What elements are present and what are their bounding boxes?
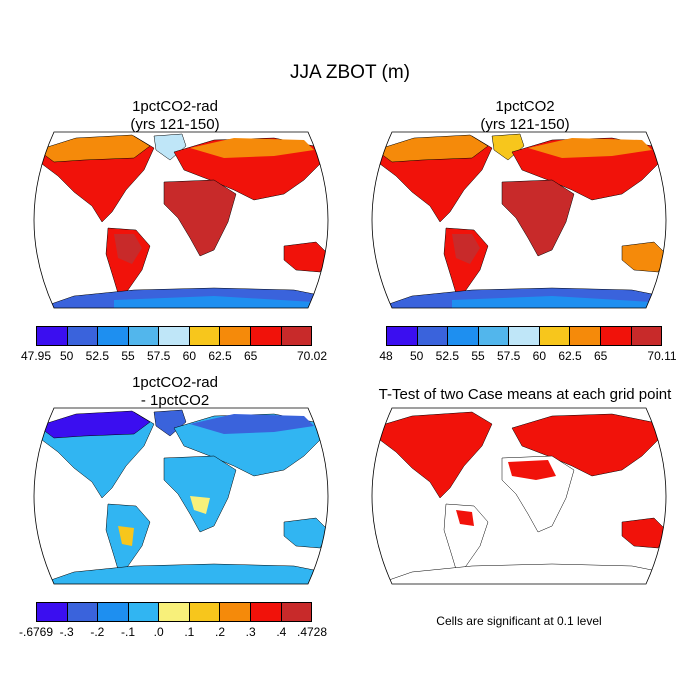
colorbar-swatch: [98, 327, 129, 345]
africa: [163, 179, 237, 257]
colorbar-swatch: [281, 603, 312, 621]
colorbar-tick-label: .0: [153, 625, 164, 639]
south-america-core: [452, 234, 480, 264]
colorbar-tick-label: 62.5: [208, 349, 232, 363]
colorbar-tick-label: -.2: [90, 625, 105, 639]
australia: [621, 517, 666, 549]
significance-note: Cells are significant at 0.1 level: [436, 614, 602, 628]
colorbar-swatch: [387, 327, 418, 345]
australia: [621, 241, 666, 273]
colorbar-swatch: [631, 327, 662, 345]
colorbar-swatch: [417, 327, 449, 345]
map-bottom-right: [371, 407, 667, 585]
colorbar-swatch: [509, 327, 540, 345]
asia-north: [190, 138, 314, 158]
colorbar-tick-label: 70.11: [647, 349, 677, 363]
colorbar-swatch: [448, 327, 479, 345]
colorbar-tick-label: 65: [593, 349, 608, 363]
africa: [163, 455, 237, 533]
colorbar-tick-label: .4: [276, 625, 287, 639]
colorbar-bottom-left: [36, 602, 312, 622]
south-america-core: [114, 234, 142, 264]
colorbar-swatch: [189, 327, 221, 345]
colorbar-swatch: [220, 327, 251, 345]
colorbar-tick-label: 60: [532, 349, 547, 363]
colorbar-bottom-left-labels: -.6769 -.3 -.2 -.1 .0 .1 .2 .3 .4 .4728: [19, 625, 327, 641]
colorbar-tick-label: 57.5: [496, 349, 521, 363]
panel-title-top-right: 1pctCO2 (yrs 121-150): [410, 98, 640, 134]
panel-title-bottom-left-line1: 1pctCO2-rad: [132, 374, 218, 391]
panel-title-top-left-line2: (yrs 121-150): [130, 116, 220, 133]
colorbar-swatch: [220, 603, 251, 621]
colorbar-top-left-labels: 47.95 50 52.5 55 57.5 60 62.5 65 70.02: [21, 349, 327, 365]
colorbar-swatch: [250, 603, 282, 621]
colorbar-tick-label: -.3: [59, 625, 74, 639]
colorbar-tick-label: 55: [121, 349, 135, 363]
panel-title-top-right-line2: (yrs 121-150): [480, 116, 570, 133]
colorbar-tick-label: 55: [471, 349, 485, 363]
australia: [283, 517, 328, 549]
africa-warm: [190, 496, 210, 514]
north-america-north: [37, 134, 151, 163]
colorbar-tick-label: 62.5: [558, 349, 582, 363]
panel-title-bottom-left: 1pctCO2-rad - 1pctCO2: [60, 374, 290, 410]
australia: [283, 241, 328, 273]
map-top-left: [33, 131, 329, 309]
colorbar-tick-label: 65: [243, 349, 258, 363]
colorbar-tick-label: 52.5: [435, 349, 460, 363]
colorbar-tick-label: 60: [182, 349, 197, 363]
colorbar-tick-label: 50: [59, 349, 74, 363]
colorbar-swatch: [67, 327, 99, 345]
colorbar-tick-label: 48: [379, 349, 393, 363]
colorbar-tick-label: .2: [214, 625, 226, 639]
colorbar-swatch: [128, 603, 160, 621]
asia-north: [528, 138, 652, 158]
colorbar-top-right: [386, 326, 662, 346]
colorbar-tick-label: 70.02: [296, 349, 328, 363]
colorbar-tick-label: -.1: [120, 625, 136, 639]
africa: [501, 179, 575, 257]
colorbar-swatch: [37, 603, 68, 621]
colorbar-swatch: [128, 327, 160, 345]
colorbar-swatch: [189, 603, 221, 621]
colorbar-swatch: [250, 327, 282, 345]
colorbar-swatch: [570, 327, 601, 345]
colorbar-tick-label: .1: [184, 625, 195, 639]
figure-title: JJA ZBOT (m): [290, 62, 410, 83]
south-america: [443, 503, 489, 577]
panel-title-top-left-line1: 1pctCO2-rad: [132, 98, 218, 115]
colorbar-tick-label: .4728: [296, 625, 328, 639]
colorbar-tick-label: 57.5: [146, 349, 171, 363]
colorbar-swatch: [478, 327, 510, 345]
map-bottom-left: [33, 407, 329, 585]
colorbar-top-left: [36, 326, 312, 346]
colorbar-swatch: [159, 603, 190, 621]
colorbar-swatch: [159, 327, 190, 345]
panel-title-top-right-line1: 1pctCO2: [495, 98, 555, 115]
north-america: [372, 411, 493, 499]
north-america-north: [37, 410, 151, 439]
colorbar-tick-label: -.6769: [18, 625, 54, 639]
colorbar-swatch: [600, 327, 632, 345]
colorbar-tick-label: 52.5: [85, 349, 110, 363]
panel-title-bottom-right: T-Test of two Case means at each grid po…: [355, 386, 695, 404]
europe-asia: [511, 413, 663, 477]
panel-title-bottom-right-line1: T-Test of two Case means at each grid po…: [378, 386, 672, 403]
colorbar-tick-label: 47.95: [20, 349, 52, 363]
colorbar-swatch: [539, 327, 571, 345]
south-america-warm: [118, 526, 134, 546]
north-america-north: [375, 134, 489, 163]
colorbar-top-right-labels: 48 50 52.5 55 57.5 60 62.5 65 70.11: [379, 349, 676, 365]
asia-north: [190, 414, 314, 434]
colorbar-swatch: [281, 327, 312, 345]
colorbar-swatch: [98, 603, 129, 621]
colorbar-swatch: [67, 603, 99, 621]
map-top-right: [371, 131, 667, 309]
colorbar-tick-label: .3: [245, 625, 256, 639]
panel-title-bottom-left-line2: - 1pctCO2: [140, 392, 210, 409]
colorbar-tick-label: 50: [409, 349, 424, 363]
colorbar-swatch: [37, 327, 68, 345]
panel-title-top-left: 1pctCO2-rad (yrs 121-150): [60, 98, 290, 134]
